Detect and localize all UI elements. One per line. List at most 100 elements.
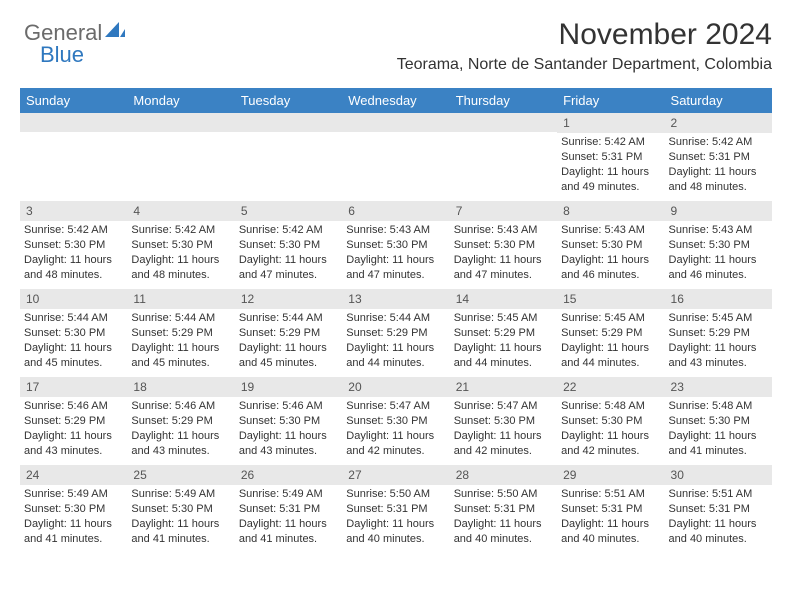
day-daylight1: Daylight: 11 hours bbox=[346, 341, 445, 356]
day-sunrise: Sunrise: 5:42 AM bbox=[239, 223, 338, 238]
day-details: Sunrise: 5:45 AMSunset: 5:29 PMDaylight:… bbox=[665, 311, 772, 374]
day-sunrise: Sunrise: 5:43 AM bbox=[669, 223, 768, 238]
day-daylight2: and 43 minutes. bbox=[669, 356, 768, 371]
calendar-week-row: 17Sunrise: 5:46 AMSunset: 5:29 PMDayligh… bbox=[20, 377, 772, 465]
day-daylight1: Daylight: 11 hours bbox=[669, 341, 768, 356]
day-header: Tuesday bbox=[235, 88, 342, 113]
day-sunset: Sunset: 5:29 PM bbox=[24, 414, 123, 429]
day-daylight2: and 43 minutes. bbox=[24, 444, 123, 459]
day-number: 16 bbox=[665, 289, 772, 309]
day-sunset: Sunset: 5:30 PM bbox=[346, 414, 445, 429]
calendar-day-cell: 10Sunrise: 5:44 AMSunset: 5:30 PMDayligh… bbox=[20, 289, 127, 377]
calendar-day-cell bbox=[450, 113, 557, 201]
day-header: Thursday bbox=[450, 88, 557, 113]
day-daylight2: and 47 minutes. bbox=[239, 268, 338, 283]
day-sunrise: Sunrise: 5:51 AM bbox=[561, 487, 660, 502]
day-daylight1: Daylight: 11 hours bbox=[24, 429, 123, 444]
day-daylight1: Daylight: 11 hours bbox=[239, 341, 338, 356]
day-details: Sunrise: 5:42 AMSunset: 5:31 PMDaylight:… bbox=[665, 135, 772, 198]
day-number: 30 bbox=[665, 465, 772, 485]
day-daylight1: Daylight: 11 hours bbox=[561, 165, 660, 180]
day-daylight1: Daylight: 11 hours bbox=[346, 429, 445, 444]
calendar-day-cell: 29Sunrise: 5:51 AMSunset: 5:31 PMDayligh… bbox=[557, 465, 664, 553]
day-sunrise: Sunrise: 5:48 AM bbox=[669, 399, 768, 414]
day-details: Sunrise: 5:46 AMSunset: 5:30 PMDaylight:… bbox=[235, 399, 342, 462]
day-sunrise: Sunrise: 5:43 AM bbox=[561, 223, 660, 238]
day-sunset: Sunset: 5:31 PM bbox=[669, 150, 768, 165]
calendar-day-cell: 8Sunrise: 5:43 AMSunset: 5:30 PMDaylight… bbox=[557, 201, 664, 289]
day-number: 22 bbox=[557, 377, 664, 397]
calendar-week-row: 10Sunrise: 5:44 AMSunset: 5:30 PMDayligh… bbox=[20, 289, 772, 377]
day-sunset: Sunset: 5:31 PM bbox=[669, 502, 768, 517]
calendar-day-cell bbox=[342, 113, 449, 201]
day-daylight1: Daylight: 11 hours bbox=[239, 253, 338, 268]
day-daylight1: Daylight: 11 hours bbox=[24, 517, 123, 532]
day-daylight2: and 45 minutes. bbox=[239, 356, 338, 371]
day-daylight1: Daylight: 11 hours bbox=[131, 429, 230, 444]
day-sunset: Sunset: 5:29 PM bbox=[131, 414, 230, 429]
day-details: Sunrise: 5:42 AMSunset: 5:30 PMDaylight:… bbox=[127, 223, 234, 286]
day-daylight1: Daylight: 11 hours bbox=[24, 253, 123, 268]
day-sunset: Sunset: 5:31 PM bbox=[346, 502, 445, 517]
calendar-day-cell bbox=[235, 113, 342, 201]
day-sunset: Sunset: 5:30 PM bbox=[131, 238, 230, 253]
day-sunset: Sunset: 5:30 PM bbox=[239, 414, 338, 429]
day-number: 17 bbox=[20, 377, 127, 397]
calendar-day-cell: 27Sunrise: 5:50 AMSunset: 5:31 PMDayligh… bbox=[342, 465, 449, 553]
day-sunset: Sunset: 5:30 PM bbox=[24, 238, 123, 253]
day-sunrise: Sunrise: 5:50 AM bbox=[454, 487, 553, 502]
day-details: Sunrise: 5:50 AMSunset: 5:31 PMDaylight:… bbox=[450, 487, 557, 550]
logo-text-blue: Blue bbox=[40, 42, 84, 68]
day-daylight1: Daylight: 11 hours bbox=[454, 341, 553, 356]
day-sunrise: Sunrise: 5:49 AM bbox=[24, 487, 123, 502]
day-sunrise: Sunrise: 5:46 AM bbox=[131, 399, 230, 414]
day-sunset: Sunset: 5:29 PM bbox=[131, 326, 230, 341]
day-number: 7 bbox=[450, 201, 557, 221]
day-daylight2: and 45 minutes. bbox=[131, 356, 230, 371]
day-details: Sunrise: 5:46 AMSunset: 5:29 PMDaylight:… bbox=[127, 399, 234, 462]
day-number: 1 bbox=[557, 113, 664, 133]
day-sunset: Sunset: 5:31 PM bbox=[561, 502, 660, 517]
day-daylight2: and 48 minutes. bbox=[669, 180, 768, 195]
calendar-day-cell: 17Sunrise: 5:46 AMSunset: 5:29 PMDayligh… bbox=[20, 377, 127, 465]
calendar-week-row: 1Sunrise: 5:42 AMSunset: 5:31 PMDaylight… bbox=[20, 113, 772, 201]
day-sunrise: Sunrise: 5:51 AM bbox=[669, 487, 768, 502]
day-number: 3 bbox=[20, 201, 127, 221]
day-number: 24 bbox=[20, 465, 127, 485]
day-number: 28 bbox=[450, 465, 557, 485]
calendar-day-cell: 21Sunrise: 5:47 AMSunset: 5:30 PMDayligh… bbox=[450, 377, 557, 465]
calendar-day-cell: 3Sunrise: 5:42 AMSunset: 5:30 PMDaylight… bbox=[20, 201, 127, 289]
day-daylight1: Daylight: 11 hours bbox=[131, 341, 230, 356]
day-number-blank bbox=[20, 113, 127, 132]
day-number: 14 bbox=[450, 289, 557, 309]
day-details: Sunrise: 5:44 AMSunset: 5:30 PMDaylight:… bbox=[20, 311, 127, 374]
day-details: Sunrise: 5:44 AMSunset: 5:29 PMDaylight:… bbox=[127, 311, 234, 374]
calendar-day-cell: 22Sunrise: 5:48 AMSunset: 5:30 PMDayligh… bbox=[557, 377, 664, 465]
day-daylight2: and 42 minutes. bbox=[561, 444, 660, 459]
calendar-day-cell: 18Sunrise: 5:46 AMSunset: 5:29 PMDayligh… bbox=[127, 377, 234, 465]
day-number-blank bbox=[450, 113, 557, 132]
calendar-day-cell: 28Sunrise: 5:50 AMSunset: 5:31 PMDayligh… bbox=[450, 465, 557, 553]
day-sunset: Sunset: 5:30 PM bbox=[24, 502, 123, 517]
day-daylight2: and 41 minutes. bbox=[131, 532, 230, 547]
day-number: 20 bbox=[342, 377, 449, 397]
day-daylight2: and 44 minutes. bbox=[561, 356, 660, 371]
day-sunset: Sunset: 5:30 PM bbox=[669, 238, 768, 253]
day-header: Sunday bbox=[20, 88, 127, 113]
day-number: 21 bbox=[450, 377, 557, 397]
day-number: 12 bbox=[235, 289, 342, 309]
day-number: 15 bbox=[557, 289, 664, 309]
day-number: 2 bbox=[665, 113, 772, 133]
day-sunrise: Sunrise: 5:43 AM bbox=[346, 223, 445, 238]
day-sunset: Sunset: 5:30 PM bbox=[24, 326, 123, 341]
day-header: Friday bbox=[557, 88, 664, 113]
day-number: 26 bbox=[235, 465, 342, 485]
day-daylight1: Daylight: 11 hours bbox=[346, 517, 445, 532]
day-daylight2: and 43 minutes. bbox=[131, 444, 230, 459]
day-sunrise: Sunrise: 5:44 AM bbox=[131, 311, 230, 326]
day-sunset: Sunset: 5:29 PM bbox=[346, 326, 445, 341]
calendar-table: Sunday Monday Tuesday Wednesday Thursday… bbox=[20, 88, 772, 553]
day-daylight1: Daylight: 11 hours bbox=[239, 517, 338, 532]
calendar-day-cell: 20Sunrise: 5:47 AMSunset: 5:30 PMDayligh… bbox=[342, 377, 449, 465]
day-daylight2: and 46 minutes. bbox=[561, 268, 660, 283]
